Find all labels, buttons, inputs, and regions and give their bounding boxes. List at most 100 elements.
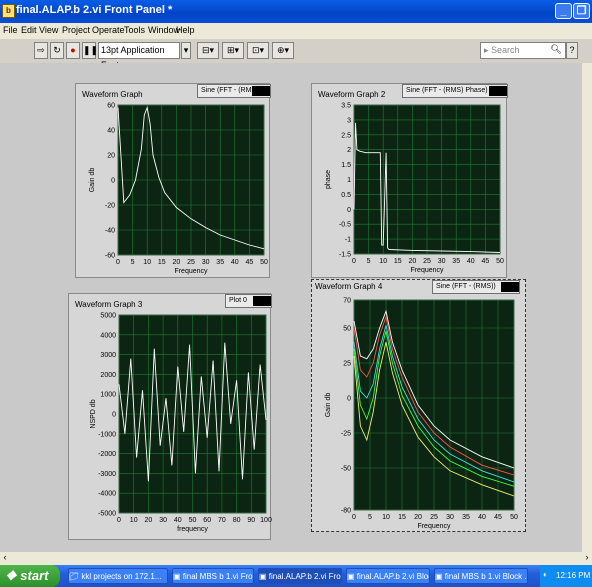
distribute-objects-icon[interactable]: ⊞▾ — [222, 42, 244, 59]
x-tick-label: 0 — [117, 517, 121, 524]
series-line — [353, 330, 515, 487]
y-tick-label: 1.5 — [341, 162, 351, 169]
taskbar-item-alap-front[interactable]: ▣ final.ALAP.b 2.vi Fro... — [258, 568, 342, 584]
plot-legend[interactable]: Sine (FFT - (RMS) Phase) — [402, 84, 508, 98]
legend-label: Sine (FFT - (RMS)) — [201, 87, 261, 94]
search-icon[interactable]: 🔍︎ — [550, 44, 562, 54]
y-tick-label: -25 — [341, 431, 351, 438]
task-label: final MBS b 1.vi Front... — [182, 572, 253, 581]
labview-icon: ▣ — [347, 572, 357, 581]
x-tick-label: 60 — [203, 517, 211, 524]
legend-label: Sine (FFT - (RMS) Phase) — [406, 87, 488, 94]
taskbar-item-mbs-front[interactable]: ▣ final MBS b 1.vi Front... — [172, 568, 254, 584]
series-line — [353, 315, 515, 476]
menu-window[interactable]: Window — [148, 25, 181, 35]
y-tick-label: -80 — [341, 508, 351, 515]
x-tick-label: 35 — [216, 259, 224, 266]
menu-view[interactable]: View — [39, 25, 59, 35]
abort-icon[interactable]: ● — [66, 42, 80, 59]
graph-title: Waveform Graph 4 — [315, 282, 383, 291]
y-tick-label: -1000 — [98, 431, 116, 438]
speaker-icon[interactable]: ◐ — [543, 570, 548, 579]
font-dropdown-arrow-icon[interactable]: ▾ — [181, 42, 191, 59]
horizontal-scrollbar[interactable]: ‹ › — [0, 552, 592, 565]
vertical-scrollbar[interactable] — [582, 63, 592, 552]
waveform-graph-1[interactable]: Waveform Graph Sine (FFT - (RMS)) 0 5 10 15… — [75, 83, 271, 278]
y-tick-label: 25 — [343, 361, 351, 368]
reorder-icon[interactable]: ⊕▾ — [272, 42, 294, 59]
x-tick-label: 25 — [423, 258, 431, 265]
run-continuously-icon[interactable]: ↻ — [50, 42, 64, 59]
taskbar-item-alap-block[interactable]: ▣ final.ALAP.b 2.vi Bloc... — [346, 568, 430, 584]
labview-icon: ▣ — [435, 572, 445, 581]
taskbar-item-folder[interactable]: 📁︎ kkl projects on 172.1... — [68, 568, 168, 584]
menu-edit[interactable]: Edit — [21, 25, 37, 35]
x-axis-label: Frequency — [174, 268, 208, 275]
graph-title: Waveform Graph 2 — [318, 90, 386, 99]
x-tick-label: 5 — [367, 258, 371, 265]
x-tick-label: 45 — [246, 259, 254, 266]
plot-legend[interactable]: Sine (FFT - (RMS)) — [432, 280, 520, 294]
minimize-button[interactable]: _ — [555, 3, 572, 19]
y-axis-label: NSPD db — [90, 399, 97, 428]
y-tick-label: 5000 — [100, 313, 116, 320]
x-tick-label: 100 — [260, 517, 272, 524]
menu-tools[interactable]: Tools — [124, 25, 146, 35]
y-tick-label: 3.5 — [341, 103, 351, 110]
x-tick-label: 80 — [233, 517, 241, 524]
legend-label: Sine (FFT - (RMS)) — [436, 283, 496, 290]
waveform-graph-2[interactable]: Waveform Graph 2 Sine (FFT - (RMS) Phase… — [311, 83, 508, 278]
x-tick-label: 10 — [130, 517, 138, 524]
windows-logo-icon: ❖ — [5, 568, 17, 583]
run-arrow-icon[interactable]: ⇨ — [34, 42, 48, 59]
plot-legend[interactable]: Sine (FFT - (RMS)) — [197, 84, 271, 98]
task-label: final.ALAP.b 2.vi Bloc... — [356, 572, 429, 581]
taskbar-item-mbs-block[interactable]: ▣ final MBS b 1.vi Block ... — [434, 568, 528, 584]
x-tick-label: 10 — [379, 258, 387, 265]
series-line — [118, 342, 267, 482]
font-select[interactable]: 13pt Application Font — [98, 42, 180, 70]
menu-help[interactable]: Help — [176, 25, 195, 35]
waveform-graph-3[interactable]: Waveform Graph 3 Plot 0 0 10 20 30 40 50 60 70 8… — [68, 293, 272, 540]
task-label: final MBS b 1.vi Block ... — [444, 572, 528, 581]
x-tick-label: 0 — [352, 258, 356, 265]
legend-swatch — [253, 296, 271, 306]
waveform-graph-4[interactable]: Waveform Graph 4 Sine (FFT - (RMS)) 0 5 10… — [311, 279, 526, 532]
clock: 12:16 PM — [556, 571, 591, 580]
y-tick-label: -40 — [105, 228, 115, 235]
plot-legend[interactable]: Plot 0 — [225, 294, 272, 308]
y-tick-label: -50 — [341, 466, 351, 473]
resize-objects-icon[interactable]: ⊡▾ — [247, 42, 269, 59]
series-line — [117, 105, 265, 250]
x-tick-label: 30 — [446, 514, 454, 521]
pause-icon[interactable]: ❚❚ — [82, 42, 98, 59]
y-tick-label: 1000 — [100, 392, 116, 399]
start-button[interactable]: ❖ start — [0, 565, 60, 587]
y-tick-label: 1 — [347, 177, 351, 184]
scroll-right-icon[interactable]: › — [585, 552, 589, 562]
graph-svg: 0 5 10 15 20 25 30 35 40 45 50 60 40 20 0 -20 -40 -60 Freq… — [89, 103, 268, 276]
y-tick-label: 0 — [347, 396, 351, 403]
window-title: final.ALAP.b 2.vi Front Panel * — [16, 4, 173, 16]
task-label: final.ALAP.b 2.vi Fro... — [268, 572, 342, 581]
x-tick-label: 50 — [189, 517, 197, 524]
x-tick-label: 40 — [174, 517, 182, 524]
y-tick-label: 4000 — [100, 332, 116, 339]
x-tick-label: 25 — [187, 259, 195, 266]
menu-project[interactable]: Project — [62, 25, 91, 35]
align-objects-icon[interactable]: ⊟▾ — [197, 42, 219, 59]
menu-operate[interactable]: Operate — [92, 25, 125, 35]
search-input[interactable]: ▸ Search — [480, 42, 566, 59]
x-tick-label: 40 — [478, 514, 486, 521]
toolbar: ⇨ ↻ ● ❚❚ 13pt Application Font ▾ ⊟▾ ⊞▾ ⊡… — [0, 39, 592, 70]
x-tick-label: 5 — [131, 259, 135, 266]
menu-file[interactable]: File — [3, 25, 18, 35]
x-tick-label: 35 — [452, 258, 460, 265]
maximize-button[interactable]: ❐ — [573, 3, 590, 19]
y-tick-label: 0 — [111, 178, 115, 185]
scroll-left-icon[interactable]: ‹ — [3, 552, 7, 562]
x-tick-label: 30 — [202, 259, 210, 266]
y-tick-label: 60 — [107, 103, 115, 110]
task-label: kkl projects on 172.1... — [81, 572, 162, 581]
help-icon[interactable]: ? — [566, 42, 578, 59]
